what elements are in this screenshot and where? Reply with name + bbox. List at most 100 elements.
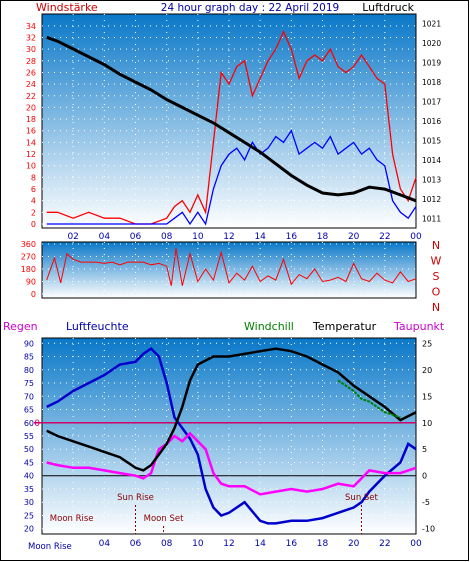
temperature-tick-label: 15 [422, 392, 432, 401]
bottom-moon-rise-label: Moon Rise [28, 542, 72, 552]
hour-tick-label: 20 [348, 232, 360, 242]
humidity-tick-label: 45 [24, 458, 34, 467]
hour-tick-label: 10 [192, 232, 204, 242]
wind-speed-tick-label: 32 [26, 33, 36, 42]
wind-speed-tick-label: 30 [26, 45, 36, 54]
dewpoint-line [46, 431, 417, 496]
temperatur-label: Temperatur [312, 320, 377, 333]
humidity-tick-label: 35 [24, 485, 34, 494]
temperature-line [46, 347, 417, 472]
event-annotation: Moon Set [144, 514, 184, 524]
pressure-tick-label: 1016 [422, 117, 441, 126]
humidity-tick-label: 30 [24, 498, 34, 507]
windstarke-label: Windstärke [36, 1, 98, 14]
wind-speed-tick-label: 12 [26, 150, 36, 159]
direction-tick-label: 0 [31, 290, 36, 299]
hour-tick-label: 22 [379, 539, 390, 549]
humidity-tick-label: 85 [24, 353, 34, 362]
humidity-tick-label: 25 [24, 511, 34, 520]
temperature-tick-label: 10 [422, 419, 432, 428]
wind-speed-tick-label: 28 [26, 57, 36, 66]
hour-tick-label: 12 [223, 232, 234, 242]
wind-speed-tick-label: 0 [31, 220, 36, 229]
wind-speed-tick-label: 20 [26, 103, 36, 112]
temperature-tick-label: 20 [422, 366, 432, 375]
temperature-tick-label: -5 [422, 498, 430, 507]
windchill-label: Windchill [244, 320, 294, 333]
hour-tick-label: 18 [317, 232, 329, 242]
hour-tick-label: 18 [317, 539, 329, 549]
compass-letter: N [432, 301, 440, 314]
wind-speed-tick-label: 26 [26, 68, 36, 77]
wind-speed-tick-label: 6 [31, 185, 36, 194]
hour-tick-label: 20 [348, 539, 360, 549]
hour-tick-label: 16 [286, 232, 298, 242]
average-wind-line [46, 129, 417, 226]
event-annotation: Moon Rise [50, 514, 94, 524]
luftfeuchte-label: Luftfeuchte [66, 320, 129, 333]
compass-letter: S [433, 270, 440, 283]
wind-direction-plot-area [41, 241, 417, 299]
wind-speed-tick-label: 16 [26, 127, 36, 136]
pressure-tick-label: 1018 [422, 78, 441, 87]
pressure-tick-label: 1017 [422, 98, 441, 107]
wind-speed-tick-label: 18 [26, 115, 36, 124]
wind-speed-tick-label: 34 [26, 22, 36, 31]
humidity-tick-label: 75 [24, 379, 34, 388]
wind-speed-tick-label: 2 [31, 208, 36, 217]
hour-tick-label: 06 [130, 232, 142, 242]
temperature-axis-labels: -10 -5 0 5 10 15 20 25 [422, 339, 435, 533]
temperature-tick-label: -10 [422, 525, 435, 534]
hour-tick-label: 02 [67, 232, 78, 242]
humidity-tick-label: 50 [24, 445, 34, 454]
temperature-tick-label: 0 [422, 472, 427, 481]
humidity-tick-label: 70 [24, 392, 34, 401]
wind-direction-axis-labels: 360 270 180 90 0 [21, 240, 36, 299]
taupunkt-label: Taupunkt [393, 320, 445, 333]
zero-degree-label: 0 [34, 419, 40, 429]
luftdruck-label: Luftdruck [362, 1, 414, 14]
pressure-tick-label: 1012 [422, 195, 441, 204]
temperature-tick-label: 5 [422, 445, 427, 454]
temp-humidity-hour-labels: 04 06 08 10 12 14 16 18 20 22 00 [99, 539, 422, 549]
compass-letter: N [432, 239, 440, 252]
windchill-line [337, 379, 401, 419]
humidity-tick-label: 60 [24, 419, 34, 428]
hour-tick-label: 08 [161, 232, 173, 242]
hour-tick-label: 08 [161, 539, 173, 549]
regen-label: Regen [3, 320, 38, 333]
humidity-line [46, 346, 417, 525]
pressure-line [46, 35, 417, 203]
pressure-axis-labels: 1011 1012 1013 1014 1015 1016 1017 1018 1019 1020… [422, 20, 441, 224]
chart-title: 24 hour graph day : 22 April 2019 [161, 2, 339, 14]
humidity-tick-label: 55 [24, 432, 34, 441]
humidity-axis-labels: 20 25 30 35 40 45 50 55 60 65 70 75 80 85 90 [24, 339, 34, 533]
wind-speed-tick-label: 4 [31, 197, 36, 206]
pressure-tick-label: 1013 [422, 175, 441, 184]
direction-tick-label: 360 [21, 240, 36, 249]
hour-tick-label: 00 [410, 539, 422, 549]
humidity-tick-label: 65 [24, 406, 34, 415]
hour-tick-label: 14 [254, 539, 266, 549]
event-annotation: Sun Set [345, 493, 378, 503]
humidity-tick-label: 40 [24, 472, 34, 481]
pressure-tick-label: 1020 [422, 39, 441, 48]
pressure-tick-label: 1011 [422, 214, 441, 223]
sun-moon-annotations: Moon Rise Sun Rise Moon Set Sun Set [50, 493, 379, 534]
hour-tick-label: 14 [254, 232, 266, 242]
wind-speed-tick-label: 14 [26, 138, 36, 147]
pressure-tick-label: 1021 [422, 20, 441, 29]
hour-tick-label: 12 [223, 539, 234, 549]
wind-direction-line [46, 248, 417, 286]
hour-tick-label: 04 [99, 232, 111, 242]
humidity-tick-label: 90 [24, 339, 34, 348]
compass-letter: W [431, 255, 442, 268]
hour-tick-label: 16 [286, 539, 298, 549]
hour-tick-label: 06 [130, 539, 142, 549]
pressure-tick-label: 1015 [422, 136, 441, 145]
hour-tick-label: 22 [379, 232, 390, 242]
